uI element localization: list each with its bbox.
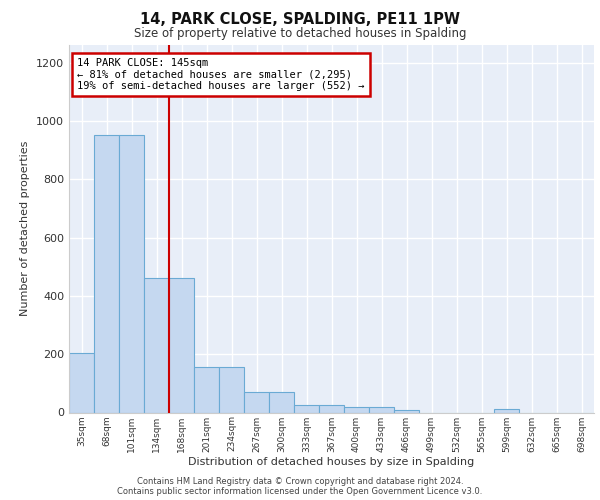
Bar (94, 136, 119, 412)
Bar (169, 278, 194, 412)
Bar (494, 409, 519, 412)
Text: Contains HM Land Registry data © Crown copyright and database right 2024.
Contai: Contains HM Land Registry data © Crown c… (118, 476, 482, 496)
Bar (269, 392, 294, 412)
Bar (294, 405, 319, 412)
Text: 14, PARK CLOSE, SPALDING, PE11 1PW: 14, PARK CLOSE, SPALDING, PE11 1PW (140, 12, 460, 28)
Bar (244, 392, 269, 412)
Bar (194, 368, 219, 412)
Y-axis label: Number of detached properties: Number of detached properties (20, 141, 31, 316)
X-axis label: Distribution of detached houses by size in Spalding: Distribution of detached houses by size … (188, 457, 475, 467)
Bar (144, 278, 169, 412)
Bar (344, 407, 369, 412)
Bar (219, 368, 244, 412)
Text: 14 PARK CLOSE: 145sqm
← 81% of detached houses are smaller (2,295)
19% of semi-d: 14 PARK CLOSE: 145sqm ← 81% of detached … (77, 58, 364, 91)
Bar (369, 407, 394, 412)
Bar (69, 354, 94, 412)
Bar (119, 136, 144, 412)
Text: Size of property relative to detached houses in Spalding: Size of property relative to detached ho… (134, 28, 466, 40)
Bar (319, 405, 344, 412)
Bar (394, 410, 419, 412)
